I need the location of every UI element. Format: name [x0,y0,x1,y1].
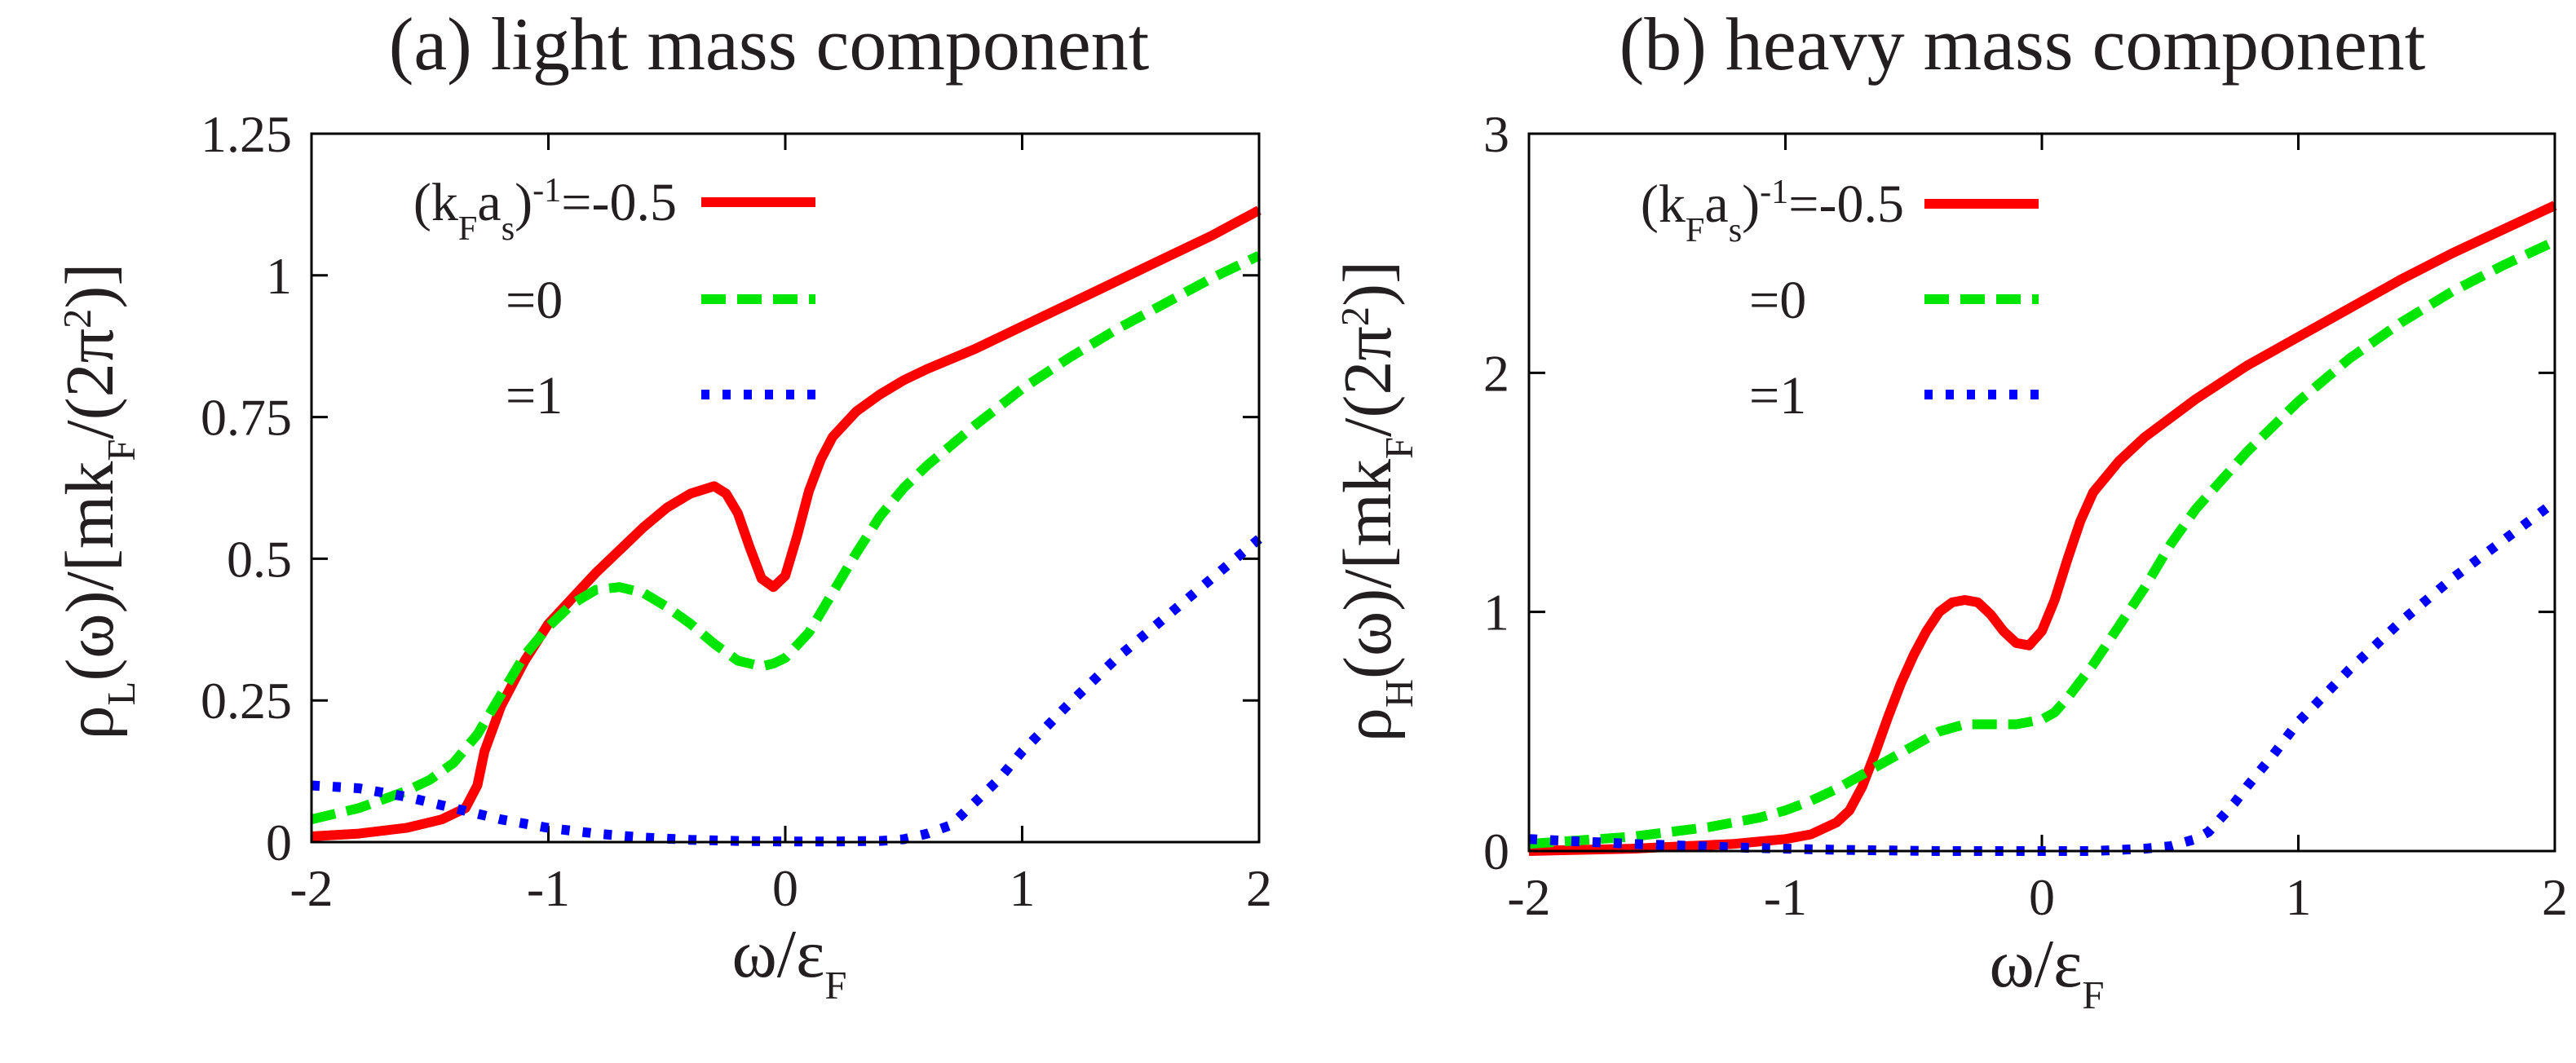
panel-b-xtick-label: -2 [1507,868,1550,926]
panel-a-xtick-label: -2 [289,859,333,917]
panel-b-xtick-label: 1 [2286,868,2312,926]
panel-a-xtick-label: 2 [1246,859,1272,917]
panel-a-series-line-1 [311,205,1261,841]
panel-b-xtick-label: 2 [2542,868,2568,926]
panel-a-ytick-label: 0.25 [201,672,292,730]
panel-b-title: (b) heavy mass component [1619,2,2426,86]
panel-a-ytick-label: 1 [266,247,292,305]
legend-a-entry-1: (kFas)-1=-0.5 [413,171,677,248]
panel-b-series-line-2 [1528,236,2557,849]
panel-a-ticks: -2 -1 0 1 2 0 0.25 0.5 0.75 1 1.25 [201,105,1272,917]
panel-a-plot-frame [310,132,1261,844]
panel-b-ytick-label: 2 [1483,344,1509,402]
panel-a-legend: (kFas)-1=-0.5 =0 =1 [413,171,815,426]
panel-a-ytick-label: 0 [266,814,292,871]
panel-b-xlabel: ω/εF [1989,926,2104,1017]
panel-b-series-line-1 [1528,201,2557,856]
panel-a-xtick-label: -1 [527,859,570,917]
panel-b-ytick-label: 0 [1483,823,1509,880]
panel-b-ylabel: ρH(ω)/[mkF/(2π2)] [1330,261,1421,742]
legend-b-entry-3: =1 [1749,366,1806,426]
panel-a-title: (a) light mass component [389,2,1150,86]
panel-a-xtick-label: 0 [772,859,798,917]
panel-b-heavy-mass: (b) heavy mass component -2 -1 0 1 2 0 1 2 3 ρH(… [1330,2,2568,1017]
panel-a-series-line-2 [310,251,1261,825]
panel-a-xtick-label: 1 [1010,859,1036,917]
legend-b-entry-1: (kFas)-1=-0.5 [1641,173,1904,249]
panel-b-legend: (kFas)-1=-0.5 =0 =1 [1641,173,2039,426]
panel-a-light-mass: (a) light mass component -2 -1 0 1 2 0 0.25 0.5… [52,2,1272,1008]
legend-b-entry-2: =0 [1749,271,1806,330]
panel-a-ytick-label: 0.5 [227,530,292,588]
panel-a-xlabel: ω/εF [731,916,846,1008]
panel-b-xtick-label: -1 [1764,868,1807,926]
panel-b-ytick-label: 1 [1483,584,1509,642]
panel-b-ytick-label: 3 [1483,105,1509,163]
panel-a-ytick-label: 0.75 [201,389,292,447]
legend-a-entry-2: =0 [506,271,563,330]
panel-a-ylabel: ρL(ω)/[mkF/(2π2)] [52,263,144,740]
panel-a-series-line-3 [311,535,1262,847]
panel-b-xtick-label: 0 [2029,868,2055,926]
panel-a-series [310,205,1262,847]
legend-a-entry-3: =1 [506,366,563,426]
panel-a-ytick-label: 1.25 [201,105,292,163]
panel-b-plot-frame [1527,132,2556,853]
